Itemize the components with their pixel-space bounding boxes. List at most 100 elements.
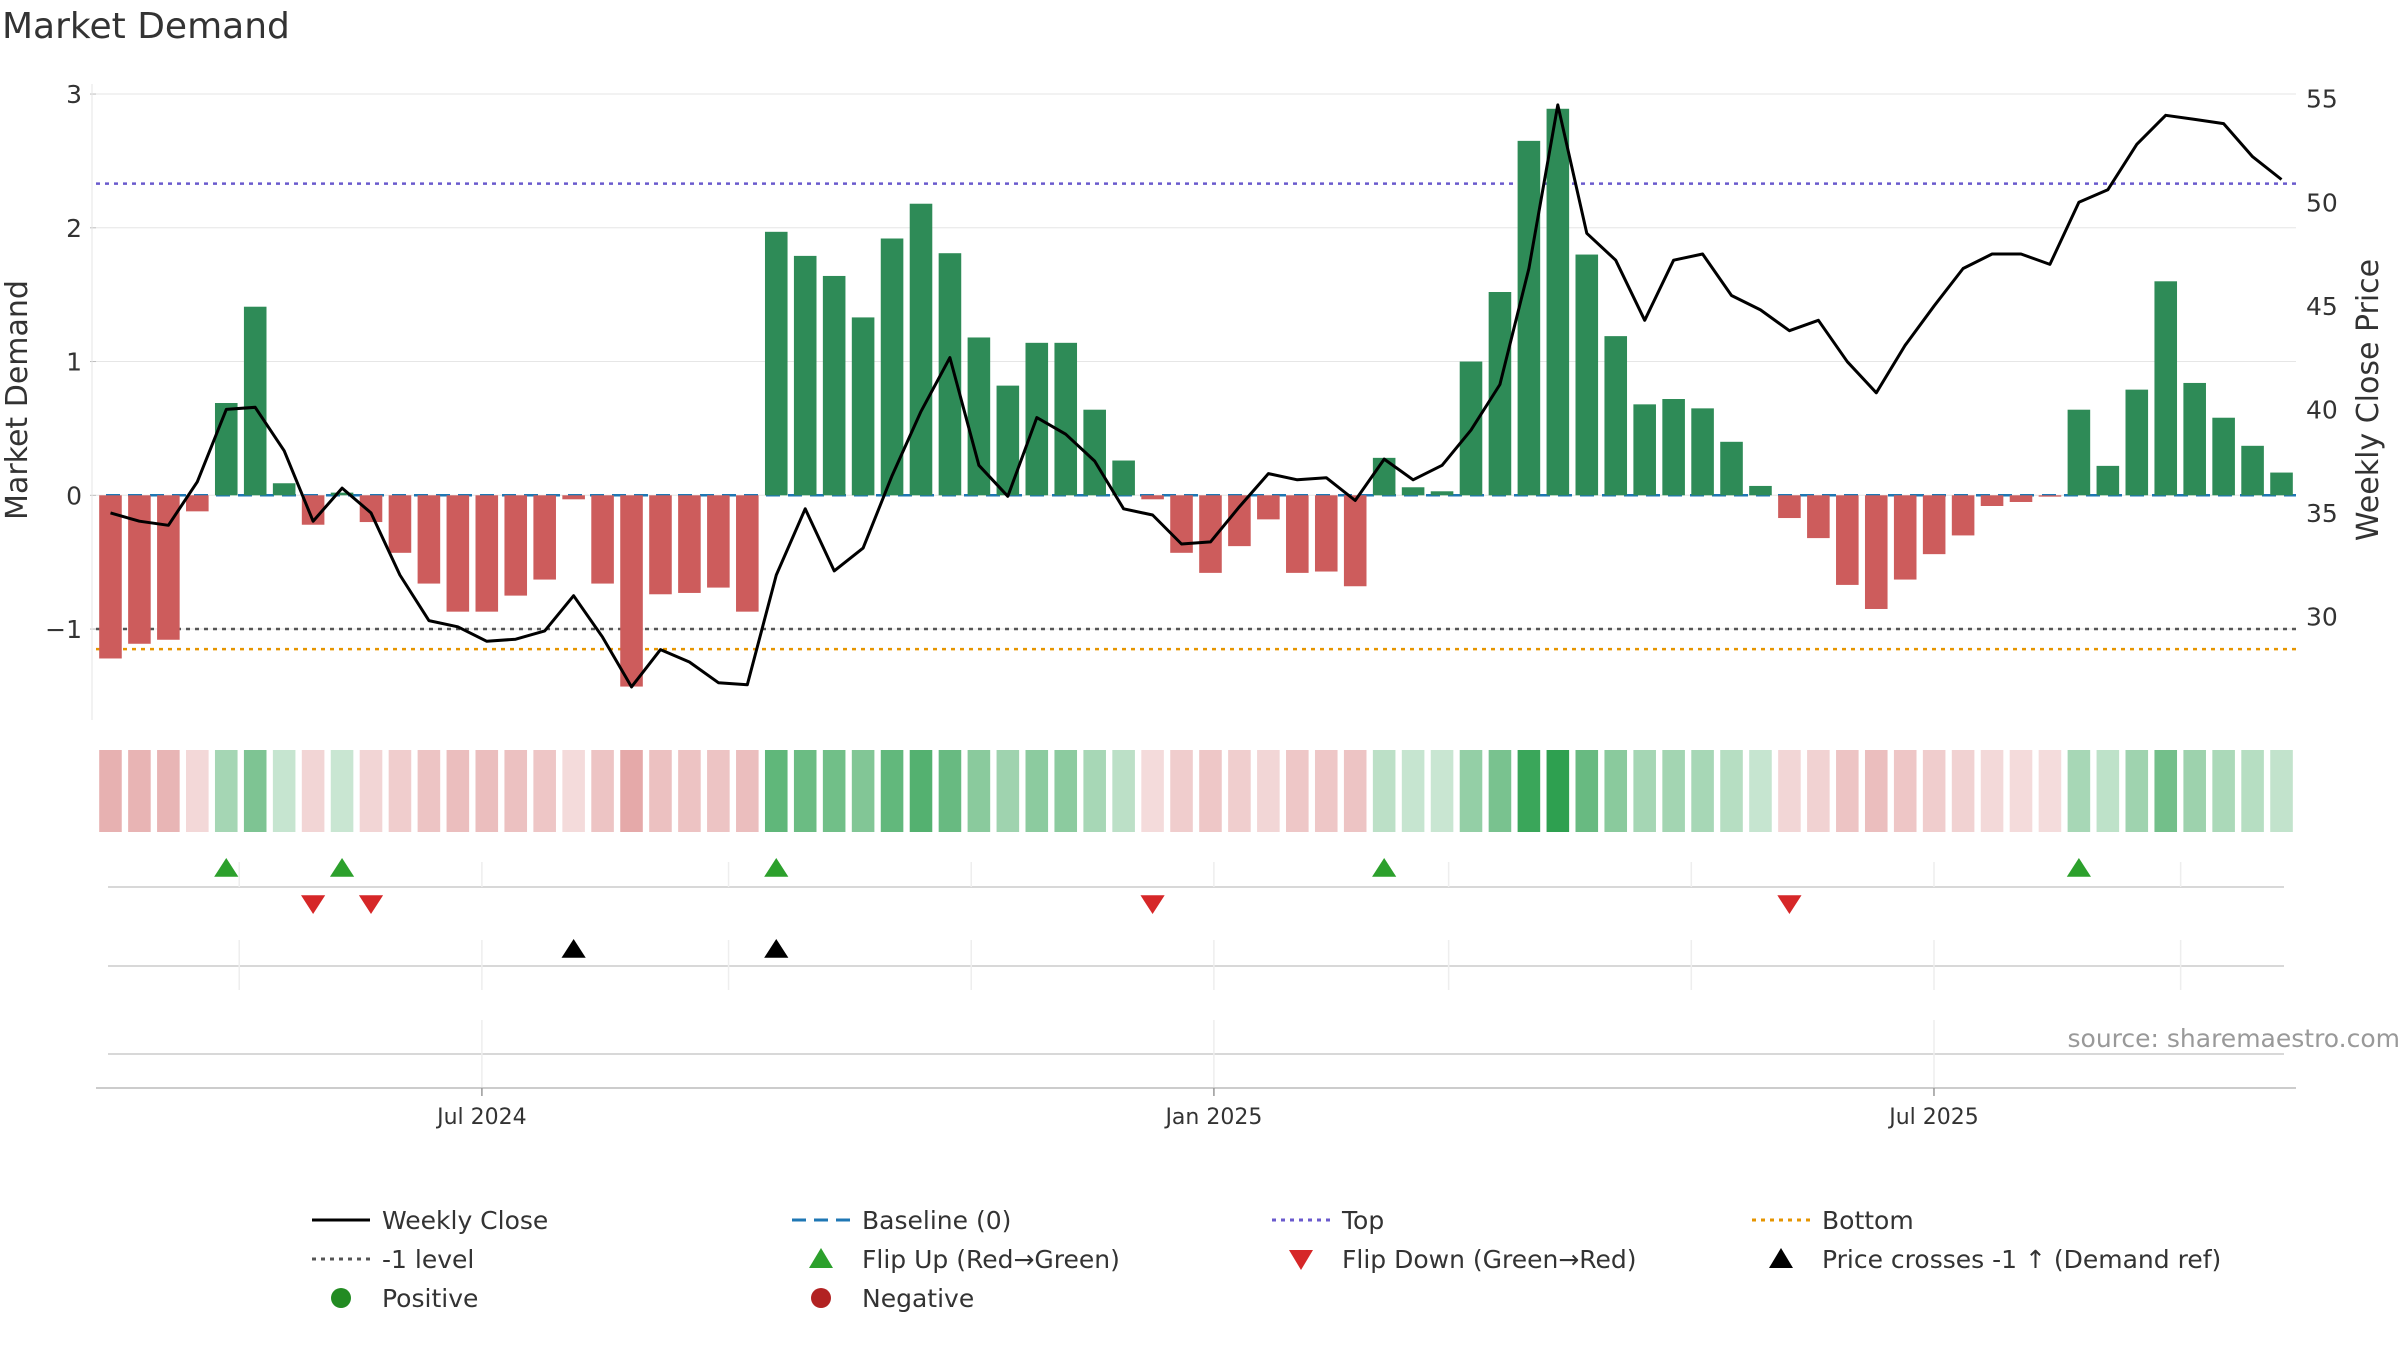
legend-item: Top (1270, 1205, 1384, 1235)
heat-cell (2067, 750, 2091, 832)
source-label: source: sharemaestro.com (2067, 1024, 2400, 1053)
x-tick-label: Jul 2025 (1887, 1105, 1979, 1130)
demand-bar-negative (157, 495, 180, 640)
dotted-line-icon (1752, 1218, 1810, 1222)
y2-tick-label: 30 (2306, 602, 2338, 631)
legend-label: Bottom (1822, 1205, 1914, 1235)
cross-up-marker (561, 939, 586, 958)
demand-bar-positive (214, 403, 238, 496)
flip-down-marker (1777, 895, 1802, 914)
date-axis: Jul 2024 Jan 2025 Jul 2025 (96, 1087, 2296, 1130)
heat-cell (1517, 750, 1541, 832)
heat-cell (1025, 750, 1049, 832)
heat-cell (967, 750, 991, 832)
y2-tick-label: 40 (2306, 395, 2338, 424)
triangle-down-icon (1289, 1250, 1313, 1270)
demand-bar-negative (417, 495, 441, 584)
heat-cell (301, 750, 325, 832)
heat-cell (1286, 750, 1309, 832)
triangle-up-icon (1769, 1248, 1793, 1268)
heat-cell (938, 750, 962, 832)
heat-cell (2270, 750, 2293, 832)
heat-cell (475, 750, 499, 832)
demand-bar-negative (533, 495, 556, 580)
demand-bar-negative (1807, 495, 1830, 539)
demand-bar-negative (2038, 495, 2062, 497)
demand-bar-positive (2270, 472, 2293, 496)
heat-cell (1083, 750, 1106, 832)
flip-down-marker (301, 895, 326, 914)
demand-bar-positive (2183, 382, 2206, 496)
heat-cell (330, 750, 354, 832)
legend-label: Baseline (0) (862, 1205, 1012, 1235)
demand-bar-negative (1141, 495, 1164, 500)
legend-label: Weekly Close (382, 1205, 549, 1235)
demand-bar-positive (1546, 108, 1570, 496)
legend-item: Flip Up (Red→Green) (790, 1244, 1120, 1274)
heat-cell (1228, 750, 1251, 832)
heat-cell (678, 750, 701, 832)
heat-cell (909, 750, 933, 832)
heat-cell (620, 750, 643, 832)
heat-cell (243, 750, 267, 832)
demand-bar-negative (186, 495, 209, 512)
demand-bar-negative (475, 495, 499, 612)
heat-cell (707, 750, 730, 832)
demand-bar-negative (736, 495, 759, 612)
heat-cell (822, 750, 846, 832)
demand-bar-positive (1112, 460, 1135, 496)
heat-cell (851, 750, 875, 832)
demand-bar-negative (649, 495, 672, 595)
circle-icon (331, 1288, 351, 1308)
demand-bar-positive (793, 255, 817, 496)
heat-cell (1372, 750, 1396, 832)
heat-cell (128, 750, 151, 832)
demand-bar-negative (1228, 495, 1251, 547)
demand-bar-negative (620, 495, 643, 687)
legend-item: Price crosses -1 ↑ (Demand ref) (1750, 1244, 2221, 1274)
heat-cell (1604, 750, 1628, 832)
demand-bar-positive (1604, 336, 1628, 496)
y-tick-label: −1 (45, 615, 82, 644)
cross-up-marker (764, 939, 789, 958)
legend-item: -1 level (310, 1244, 474, 1274)
legend-label: Price crosses -1 ↑ (Demand ref) (1822, 1244, 2222, 1274)
flip-down-marker (1140, 895, 1165, 914)
demand-bar-positive (1633, 404, 1656, 496)
demand-bar-positive (1691, 408, 1714, 496)
demand-bar-negative (388, 495, 412, 553)
y-axis-title: Market Demand (0, 280, 35, 520)
demand-bar-negative (504, 495, 528, 596)
demand-bar-positive (2125, 389, 2149, 496)
dotted-line-icon (1272, 1218, 1330, 1222)
demand-bar-negative (1778, 495, 1801, 519)
x-tick-label: Jan 2025 (1163, 1105, 1262, 1130)
demand-heat-strip (99, 750, 2293, 832)
demand-bar-negative (1922, 495, 1946, 555)
demand-bar-negative (2009, 495, 2033, 502)
demand-bar-positive (996, 385, 1020, 496)
heat-cell (1488, 750, 1512, 832)
demand-bar-positive (2096, 465, 2120, 496)
demand-bar-negative (1893, 495, 1917, 580)
demand-bar-negative (1257, 495, 1280, 520)
demand-bar-negative (1314, 495, 1338, 572)
circle-icon (811, 1288, 831, 1308)
heat-cell (2212, 750, 2235, 832)
demand-bar-negative (359, 495, 383, 523)
heat-cell (533, 750, 556, 832)
dashed-line-icon (792, 1218, 850, 1222)
demand-bar-positive (330, 492, 354, 496)
demand-bar-positive (938, 253, 962, 496)
x-tick-label: Jul 2024 (435, 1105, 527, 1130)
y2-tick-label: 45 (2306, 292, 2338, 321)
heat-cell (1893, 750, 1917, 832)
heat-cell (2096, 750, 2120, 832)
demand-bar-positive (764, 231, 788, 496)
heat-cell (1662, 750, 1685, 832)
legend-label: -1 level (382, 1244, 475, 1274)
y2-tick-label: 50 (2306, 188, 2338, 217)
heat-cell (1807, 750, 1830, 832)
heat-cell (1112, 750, 1135, 832)
